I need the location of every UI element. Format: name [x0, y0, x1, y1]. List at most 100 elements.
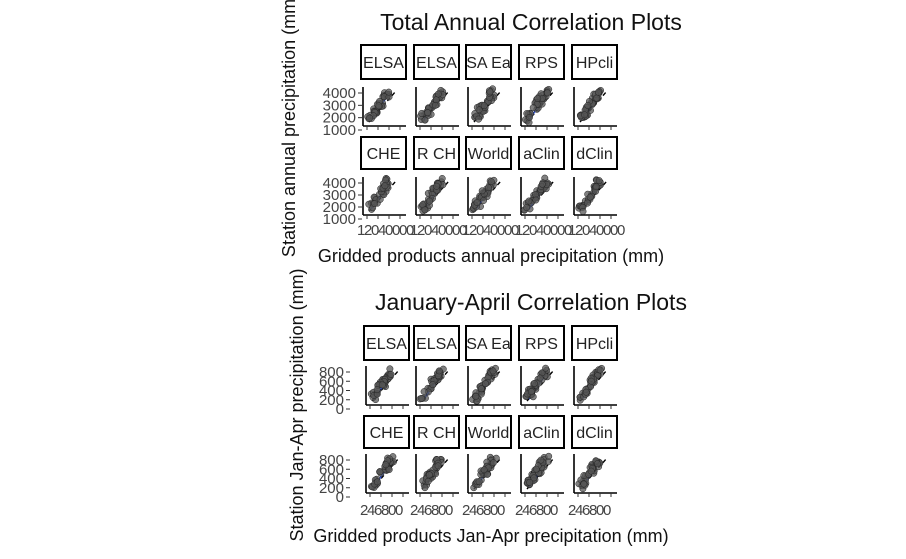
- data-point: [595, 177, 603, 185]
- facet-strip: [413, 325, 460, 361]
- x-tick-label: 0: [550, 502, 558, 519]
- x-tick-label: 0: [385, 222, 393, 239]
- facet-strip-label: dClin: [576, 425, 612, 442]
- x-tick-label: 4: [575, 502, 583, 519]
- x-tick-label: 6: [476, 502, 484, 519]
- data-point: [532, 465, 540, 473]
- x-tick-label: 4: [589, 222, 597, 239]
- x-tick-label: 0: [476, 222, 484, 239]
- y-tick-label: 0: [336, 489, 344, 506]
- facet-strip: [413, 136, 460, 170]
- x-tick-label: 4: [367, 502, 375, 519]
- facet-strip: [413, 44, 460, 80]
- data-point: [475, 478, 483, 486]
- data-point: [530, 474, 538, 482]
- facet-panel-r-ch: R CH: [413, 136, 460, 219]
- y-tick-label: 1000: [323, 122, 356, 139]
- y-tick-label: 2000: [323, 110, 356, 127]
- data-point: [525, 197, 533, 205]
- data-point: [529, 104, 537, 112]
- chart-title: Total Annual Correlation Plots: [380, 9, 682, 35]
- y-tick-label: 800: [319, 364, 344, 381]
- x-tick-label: 2: [522, 222, 530, 239]
- data-point: [480, 197, 488, 204]
- x-tick-label: 4: [417, 502, 425, 519]
- x-tick-label: 2: [417, 222, 425, 239]
- facet-strip: [571, 44, 618, 80]
- facet-panel-rps: RPS: [518, 44, 565, 130]
- data-point: [426, 197, 433, 205]
- x-tick-label: 0: [543, 502, 551, 519]
- x-tick-label: 8: [589, 502, 597, 519]
- data-point: [526, 478, 534, 486]
- facet-strip: [571, 325, 618, 361]
- data-point: [376, 468, 384, 476]
- data-point: [486, 88, 494, 96]
- x-tick-label: 1: [357, 222, 365, 239]
- data-point: [593, 94, 601, 102]
- data-point: [438, 175, 446, 182]
- data-point: [434, 462, 442, 470]
- data-point: [587, 467, 595, 475]
- x-tick-label: 0: [406, 222, 414, 239]
- data-point: [477, 385, 485, 393]
- x-tick-label: 8: [431, 502, 439, 519]
- x-tick-label: 0: [582, 222, 590, 239]
- data-point: [424, 109, 432, 117]
- data-point: [376, 195, 384, 203]
- data-point: [434, 90, 442, 98]
- facet-panel-r-ch: R CH: [413, 415, 460, 497]
- facet-strip-label: R CH: [417, 146, 456, 163]
- facet-strip: [465, 415, 512, 449]
- x-tick-label: 0: [511, 222, 519, 239]
- x-tick-label: 0: [392, 222, 400, 239]
- facet-strip-label: ELSA: [366, 336, 407, 353]
- x-tick-label: 6: [424, 502, 432, 519]
- facet-strip: [360, 136, 407, 170]
- data-point: [425, 471, 433, 479]
- data-point: [584, 102, 592, 109]
- x-tick-label: 0: [497, 502, 505, 519]
- data-point: [537, 456, 545, 464]
- data-point: [545, 452, 553, 460]
- x-tick-label: 8: [536, 502, 544, 519]
- facet-strip-label: SA Ea: [466, 55, 511, 72]
- data-point: [385, 88, 393, 96]
- x-tick-label: 6: [582, 502, 590, 519]
- data-point: [582, 388, 590, 396]
- data-point: [382, 461, 390, 469]
- y-tick-label: 4000: [323, 85, 356, 102]
- data-point: [523, 204, 531, 212]
- x-tick-label: 0: [497, 222, 505, 239]
- data-point: [580, 480, 588, 488]
- y-tick-label: 3000: [323, 97, 356, 114]
- x-tick-label: 4: [483, 222, 491, 239]
- data-point: [435, 367, 443, 375]
- data-point: [418, 109, 426, 117]
- data-point: [487, 178, 495, 186]
- x-tick-label: 0: [459, 222, 467, 239]
- facet-strip-label: ELSA: [416, 336, 457, 353]
- facet-strip-label: RPS: [525, 55, 558, 72]
- data-point: [489, 367, 497, 375]
- y-tick-label: 600: [319, 373, 344, 390]
- y-tick-label: 4000: [323, 175, 356, 192]
- data-point: [534, 94, 542, 102]
- data-point: [375, 102, 383, 110]
- x-tick-label: 0: [395, 502, 403, 519]
- y-tick-label: 600: [319, 461, 344, 478]
- x-tick-label: 0: [610, 222, 618, 239]
- data-point: [480, 466, 488, 474]
- x-tick-label: 1: [410, 222, 418, 239]
- data-point: [478, 187, 486, 195]
- facet-panel-aclin: aClin: [518, 415, 565, 497]
- x-tick-label: 0: [490, 502, 498, 519]
- x-tick-label: 4: [522, 502, 530, 519]
- data-point: [530, 379, 538, 387]
- x-tick-label: 2: [568, 502, 576, 519]
- facet-panel-hpcli: HPcli: [571, 325, 618, 409]
- x-tick-label: 0: [564, 222, 572, 239]
- facet-strip: [465, 136, 512, 170]
- x-tick-label: 2: [462, 502, 470, 519]
- facet-panel-sa-ea: SA Ea: [465, 44, 512, 130]
